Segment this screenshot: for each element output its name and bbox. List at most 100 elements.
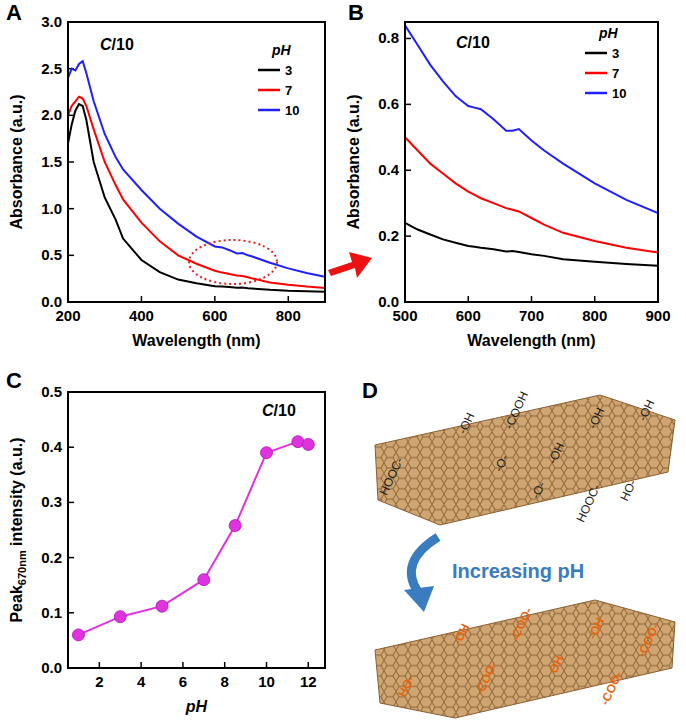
legend-label: 10 <box>612 86 626 101</box>
x-tick-label: 700 <box>519 307 544 324</box>
series-line <box>405 25 658 213</box>
functional-group: HOOC- <box>574 482 604 524</box>
point <box>260 447 272 459</box>
figure: 2004006008000.00.51.01.52.02.53.0C/10pH3… <box>0 0 686 726</box>
x-axis-title: Wavelength (nm) <box>467 332 595 349</box>
x-tick-label: 400 <box>129 307 154 324</box>
x-tick-label: 800 <box>582 307 607 324</box>
annotation: C/10 <box>456 34 490 51</box>
functional-group: -OH <box>635 397 657 423</box>
y-tick-label: 0.0 <box>41 293 62 310</box>
zoom-arrow <box>328 252 372 278</box>
y-tick-label: 0.4 <box>378 161 400 178</box>
chart-1: 5006007008009000.00.20.40.60.8C/10pH3710… <box>345 22 671 349</box>
chart-0: 2004006008000.00.51.01.52.02.53.0C/10pH3… <box>8 13 325 349</box>
y-tick-label: 3.0 <box>41 13 62 30</box>
series-line <box>68 97 325 288</box>
plot-frame <box>405 22 658 302</box>
functional-group: OH <box>546 653 566 675</box>
x-tick-label: 10 <box>258 673 275 690</box>
legend-label: 3 <box>612 46 619 61</box>
marks <box>68 61 325 292</box>
point <box>114 611 126 623</box>
x-tick-label: 4 <box>137 673 146 690</box>
arrow-label: Increasing pH <box>452 560 584 582</box>
functional-group: -OH <box>545 440 567 466</box>
series-line <box>405 223 658 266</box>
legend-label: 7 <box>612 66 619 81</box>
legend-swatch <box>258 89 280 92</box>
series-line <box>78 442 308 635</box>
functional-group: -COO- <box>635 621 663 659</box>
legend-swatch <box>585 72 607 75</box>
legend-title: pH <box>598 25 619 41</box>
functional-group: -O- <box>491 452 511 474</box>
italic-part: C <box>456 34 468 51</box>
y-axis-title: Absorbance (a.u.) <box>8 94 25 229</box>
y-tick-label: 0.2 <box>41 549 62 566</box>
x-axis-title: pH <box>185 698 208 715</box>
functional-group: HOOC- <box>377 455 407 497</box>
title-part: Peak <box>8 585 25 622</box>
y-tick-label: 0.3 <box>41 493 62 510</box>
annotation: C/10 <box>262 402 296 419</box>
ph-arrow <box>411 537 438 592</box>
y-tick-label: 0.2 <box>378 227 399 244</box>
y-tick-label: 0.0 <box>41 659 62 676</box>
functional-group: -OH <box>585 405 607 431</box>
panel-letter: C <box>6 368 22 393</box>
point <box>156 600 168 612</box>
legend-title: pH <box>271 42 292 58</box>
functional-group: -COOH <box>502 389 532 431</box>
plot-frame <box>68 392 325 668</box>
y-tick-label: 0.5 <box>41 383 62 400</box>
diagram: -OH-COOH-OH-OHHOOC--O--OH-O-HOOC-HO--OH-… <box>375 389 675 718</box>
y-axis-title: Peak670nm intensity (a.u.) <box>8 437 28 622</box>
plain-part: /10 <box>468 34 490 51</box>
y-tick-label: 2.0 <box>41 106 62 123</box>
x-tick-label: 6 <box>179 673 187 690</box>
y-axis-title: Absorbance (a.u.) <box>345 94 362 229</box>
legend-label: 7 <box>285 83 292 98</box>
panel-letter: A <box>6 0 22 25</box>
legend-swatch <box>585 52 607 55</box>
x-tick-label: 2 <box>95 673 103 690</box>
functional-group: HO- <box>617 477 639 503</box>
panel-letter: B <box>348 0 364 25</box>
y-tick-label: 0.8 <box>378 29 399 46</box>
title-part: intensity (a.u.) <box>8 437 25 550</box>
functional-group: -COO- <box>508 605 536 643</box>
x-tick-label: 600 <box>202 307 227 324</box>
functional-group: -OH <box>585 615 607 641</box>
functional-group: -OH <box>455 410 477 436</box>
y-tick-label: 2.5 <box>41 60 62 77</box>
chart-2: 246810120.00.10.20.30.40.5C/10pHPeak670n… <box>8 383 325 715</box>
italic-part: C <box>262 402 274 419</box>
italic-part: C <box>100 36 112 53</box>
series-line <box>68 61 325 277</box>
y-tick-label: 0.0 <box>378 293 399 310</box>
panel-letter: D <box>362 378 378 403</box>
graphene-sheet-bottom <box>375 600 675 718</box>
legend-label: 3 <box>285 63 292 78</box>
y-tick-label: 1.0 <box>41 200 62 217</box>
point <box>72 629 84 641</box>
point <box>292 436 304 448</box>
functional-group: -COO- <box>473 659 501 697</box>
x-axis-title: Wavelength (nm) <box>132 332 260 349</box>
point <box>198 574 210 586</box>
plain-part: /10 <box>112 36 134 53</box>
legend-swatch <box>585 92 607 95</box>
legend-swatch <box>258 109 280 112</box>
y-tick-label: 1.5 <box>41 153 62 170</box>
functional-group: -COO- <box>598 669 626 707</box>
y-tick-label: 0.5 <box>41 246 62 263</box>
point <box>229 520 241 532</box>
point <box>302 438 314 450</box>
graphene-sheet-top <box>375 395 675 525</box>
plain-part: /10 <box>274 402 296 419</box>
functional-group: -OH <box>450 621 472 647</box>
x-tick-label: 800 <box>276 307 301 324</box>
legend-swatch <box>258 69 280 72</box>
title-subscript: 670nm <box>16 550 28 585</box>
